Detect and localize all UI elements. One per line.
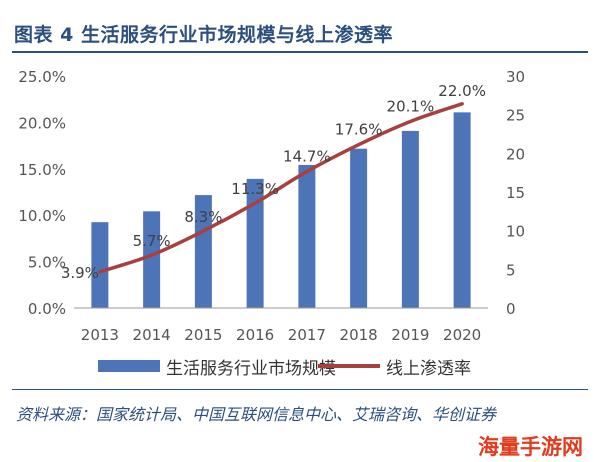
left-axis-tick-label: 15.0% xyxy=(18,161,66,179)
bar xyxy=(298,164,316,308)
right-axis-tick-label: 10 xyxy=(506,223,525,241)
combo-chart: 0.0% 5.0% 10.0% 15.0% 20.0% 25.0% 0 5 10 15 20 25 30… xyxy=(18,68,525,344)
source-divider xyxy=(12,389,588,390)
source-note: 资料来源：国家统计局、中国互联网信息中心、艾瑞咨询、华创证券 xyxy=(16,405,497,424)
x-axis-tick-label: 2019 xyxy=(391,326,429,344)
line-data-label: 22.0% xyxy=(438,82,486,100)
legend-item-bar: 生活服务行业市场规模 xyxy=(98,352,336,380)
line-data-label: 14.7% xyxy=(283,148,331,166)
figure-title: 图表 4 生活服务行业市场规模与线上渗透率 xyxy=(14,24,393,46)
legend-bar-swatch xyxy=(98,360,160,372)
bar xyxy=(143,211,161,308)
bar xyxy=(453,112,471,308)
right-axis-tick-label: 25 xyxy=(506,107,525,125)
left-axis-tick-label: 20.0% xyxy=(18,114,66,132)
bar xyxy=(194,195,212,308)
legend-line-swatch xyxy=(318,364,380,368)
x-axis-tick-label: 2017 xyxy=(288,326,326,344)
series-line-online-penetration xyxy=(98,102,464,274)
chart-legend: 生活服务行业市场规模 线上渗透率 xyxy=(0,352,594,380)
x-axis-tick-label: 2016 xyxy=(236,326,274,344)
bar xyxy=(401,130,419,308)
right-axis-tick-label: 5 xyxy=(506,261,516,279)
x-axis-tick-label: 2015 xyxy=(184,326,222,344)
left-axis-tick-label: 0.0% xyxy=(28,300,66,318)
right-axis-tick-label: 30 xyxy=(506,68,525,86)
legend-item-line: 线上渗透率 xyxy=(318,352,471,380)
watermark-logo: 海量手游网 xyxy=(478,435,583,459)
figure-header: 图表 4 生活服务行业市场规模与线上渗透率 xyxy=(0,0,594,53)
line-data-label: 5.7% xyxy=(133,232,171,250)
line-data-label: 8.3% xyxy=(184,208,222,226)
left-axis-tick-label: 25.0% xyxy=(18,68,66,86)
x-axis-tick-label: 2018 xyxy=(340,326,378,344)
bar xyxy=(350,148,368,308)
line-data-label: 11.3% xyxy=(231,180,279,198)
x-axis-tick-label: 2013 xyxy=(81,326,119,344)
bar xyxy=(246,178,264,308)
x-axis-tick-label: 2020 xyxy=(443,326,481,344)
bar xyxy=(91,222,109,308)
title-divider xyxy=(12,51,588,53)
left-axis-tick-label: 5.0% xyxy=(28,254,66,272)
x-axis-tick-label: 2014 xyxy=(133,326,171,344)
legend-line-label: 线上渗透率 xyxy=(386,358,471,379)
right-axis-tick-label: 0 xyxy=(506,300,516,318)
right-axis-tick-label: 15 xyxy=(506,184,525,202)
right-axis-tick-label: 20 xyxy=(506,145,525,163)
line-data-label: 20.1% xyxy=(387,97,435,115)
legend-bar-label: 生活服务行业市场规模 xyxy=(166,358,336,379)
left-axis-tick-label: 10.0% xyxy=(18,207,66,225)
line-data-label: 17.6% xyxy=(335,121,383,139)
line-data-label: 3.9% xyxy=(61,264,99,282)
